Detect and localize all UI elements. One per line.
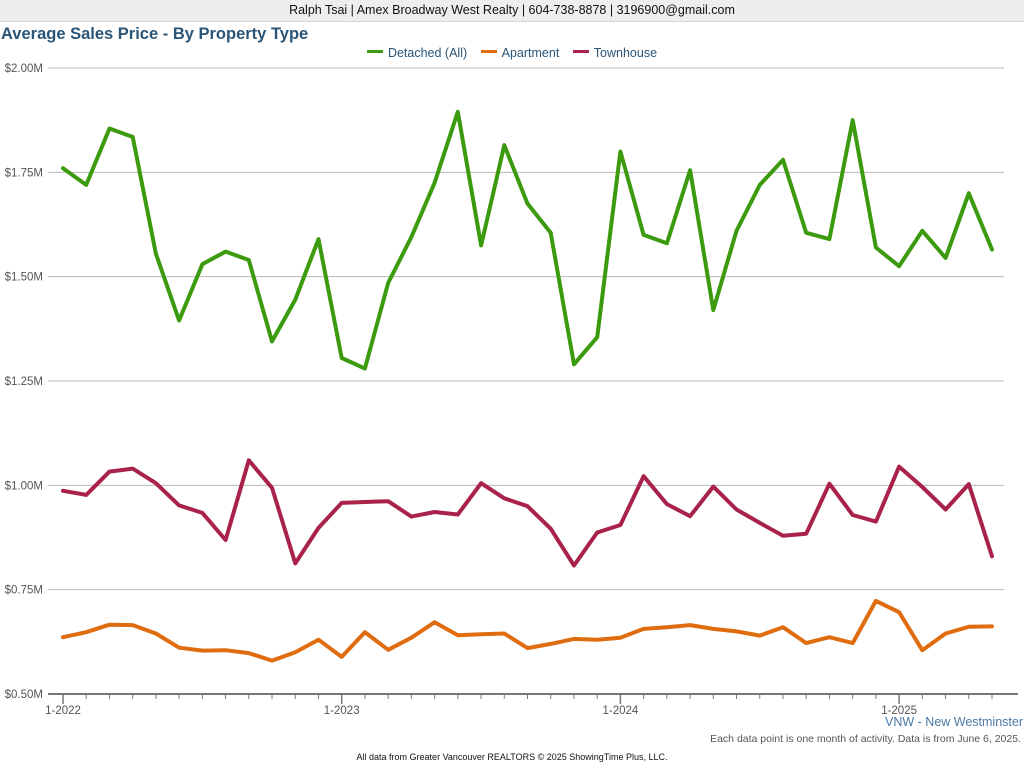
series-lines	[61, 109, 994, 663]
series-line-detached-all[interactable]	[61, 109, 994, 371]
grid-lines	[48, 67, 1004, 591]
legend-label-apartment: Apartment	[501, 46, 560, 60]
y-tick-label: $2.00M	[5, 63, 43, 75]
legend-swatch-detached	[366, 50, 383, 54]
legend-label-detached: Detached (All)	[387, 46, 468, 60]
axes: $0.50M $0.75M $1.00M $1.25M $1.50M $1.75M $2.0…	[5, 63, 1018, 717]
y-tick-label: $1.25M	[5, 376, 43, 388]
region-label: VNW - New Westminster	[885, 715, 1023, 729]
contact-bar: Ralph Tsai | Amex Broadway West Realty |…	[0, 0, 1024, 22]
legend-label-townhouse: Townhouse	[593, 46, 658, 60]
chart-legend: Detached (All) Apartment Townhouse	[0, 46, 1024, 60]
y-tick-label: $0.75M	[5, 585, 43, 597]
legend-item-detached[interactable]: Detached (All)	[366, 46, 468, 60]
x-tick-label: 1-2024	[602, 705, 638, 717]
legend-swatch-townhouse	[572, 50, 589, 54]
chart-title: Average Sales Price - By Property Type	[1, 25, 309, 43]
y-tick-label: $1.75M	[5, 167, 43, 179]
y-tick-label: $1.00M	[5, 480, 43, 492]
legend-item-townhouse[interactable]: Townhouse	[572, 46, 658, 60]
x-tick-label: 1-2025	[881, 705, 917, 717]
y-tick-label: $0.50M	[5, 689, 43, 701]
x-tick-label: 1-2022	[45, 705, 81, 717]
series-line-apartment[interactable]	[61, 598, 994, 663]
y-tick-label: $1.50M	[5, 272, 43, 284]
legend-swatch-apartment	[480, 50, 497, 54]
legend-item-apartment[interactable]: Apartment	[480, 46, 560, 60]
footer-credit: All data from Greater Vancouver REALTORS…	[356, 752, 668, 762]
data-note: Each data point is one month of activity…	[710, 733, 1021, 745]
x-tick-label: 1-2023	[324, 705, 360, 717]
series-line-townhouse[interactable]	[61, 458, 994, 568]
